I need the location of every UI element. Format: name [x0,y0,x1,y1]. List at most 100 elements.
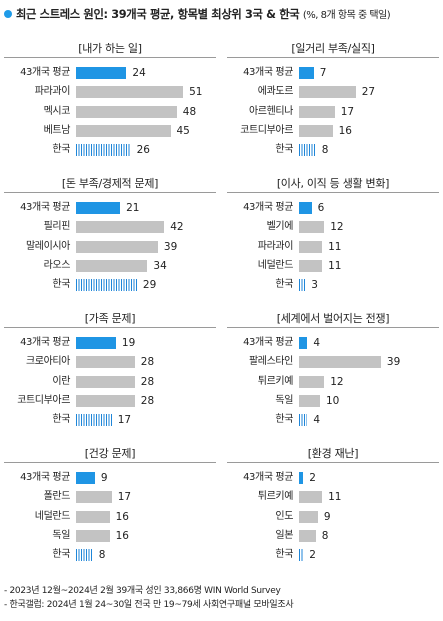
panel-title: [이사, 이직 등 생활 변화] [276,177,390,190]
country-bar [76,356,135,369]
country-bar [76,529,110,542]
panel-divider [227,327,439,328]
bar-chart-panel: [내가 하는 일] 43개국 평균 24 파라과이 51 멕시코 48 베트남 45 한국 26 [4,40,216,160]
category-label: 43개국 평균 [20,67,70,78]
bar-row: 벨기에 12 [227,220,439,234]
average-bar [299,67,314,79]
category-label: 인도 [275,510,293,522]
bar-row: 43개국 평균 24 [4,66,216,80]
value-label: 19 [121,337,136,349]
category-label: 이란 [52,375,70,387]
category-label: 코트디부아르 [240,124,293,136]
panel-title: [세계에서 벌어지는 전쟁] [276,312,390,325]
value-label: 28 [140,356,155,369]
bar-row: 43개국 평균 9 [4,471,216,485]
bar-row: 한국 8 [4,548,216,562]
category-label: 43개국 평균 [243,202,293,213]
panel-divider [4,327,216,328]
korea-bar [299,549,304,562]
category-label: 독일 [275,394,293,406]
value-label: 8 [321,529,329,542]
bar-row: 43개국 평균 6 [227,201,439,215]
value-label: 2 [309,472,316,484]
value-label: 17 [117,491,132,504]
bar-row: 필리핀 42 [4,220,216,234]
value-label: 10 [326,394,340,407]
category-label: 튀르키예 [257,375,294,387]
country-bar [76,259,148,272]
value-label: 16 [338,124,352,137]
bar-chart-panel: [돈 부족/경제적 문제] 43개국 평균 21 필리핀 42 말레이시아 39 라오스 34 한… [4,175,216,295]
value-label: 48 [182,105,197,118]
value-label: 42 [170,221,184,234]
value-label: 45 [176,124,190,137]
bar-row: 독일 10 [227,394,439,408]
bar-row: 한국 3 [227,278,439,292]
country-bar [299,240,323,253]
country-bar [76,105,177,118]
average-bar [76,472,95,484]
category-label: 팔레스타인 [248,356,293,368]
bar-row: 네덜란드 16 [4,510,216,524]
value-label: 9 [100,472,108,484]
chart-title-note: (%, 8개 항목 중 택일) [302,10,391,21]
korea-bar [299,279,306,292]
category-label: 멕시코 [43,105,71,117]
value-label: 8 [98,549,106,562]
category-label: 튀르키예 [257,491,294,503]
value-label: 26 [136,144,150,157]
bar-row: 베트남 45 [4,124,216,138]
bar-chart-panel: [이사, 이직 등 생활 변화] 43개국 평균 6 벨기에 12 파라과이 11 네덜란드 1… [227,175,439,295]
value-label: 6 [317,202,325,214]
korea-bar [76,279,137,292]
category-label: 한국 [52,144,70,156]
country-bar [76,86,184,99]
bar-row: 43개국 평균 2 [227,471,439,485]
bar-row: 일본 8 [227,529,439,543]
bar-row: 한국 26 [4,143,216,157]
value-label: 16 [115,529,129,542]
bar-chart-panel: [가족 문제] 43개국 평균 19 크로아티아 28 이란 28 코트디부아르 28 한국 17 [4,310,216,430]
category-label: 43개국 평균 [20,202,70,213]
category-label: 한국 [52,279,70,291]
panel-divider [227,462,439,463]
value-label: 21 [126,202,140,214]
value-label: 17 [117,414,132,427]
chart-header: 최근 스트레스 원인: 39개국 평균, 항목별 최상위 3국 & 한국 (%,… [4,6,440,22]
category-label: 에콰도르 [257,86,294,98]
country-bar [299,510,318,523]
chart-title: 최근 스트레스 원인: 39개국 평균, 항목별 최상위 3국 & 한국 (%,… [16,6,391,22]
panel-divider [4,192,216,193]
bar-row: 43개국 평균 7 [227,66,439,80]
panel-title: [가족 문제] [84,312,136,325]
category-label: 말레이시아 [25,240,70,252]
panel-title: [내가 하는 일] [78,42,142,55]
average-bar [76,337,116,349]
category-label: 한국 [275,279,293,291]
value-label: 28 [140,394,155,407]
average-bar [76,202,121,214]
category-label: 파라과이 [34,86,71,98]
category-label: 한국 [52,549,70,561]
value-label: 51 [189,86,203,99]
category-label: 벨기에 [266,221,294,233]
bar-row: 크로아티아 28 [4,355,216,369]
value-label: 16 [115,510,129,523]
country-bar [76,491,112,504]
korea-bar [76,549,93,562]
bar-row: 튀르키예 11 [227,490,439,504]
bar-row: 파라과이 11 [227,240,439,254]
panel-title: [돈 부족/경제적 문제] [61,177,159,190]
category-label: 필리핀 [43,221,71,233]
category-label: 한국 [275,414,293,426]
panel-title: [일거리 부족/실직] [291,42,375,55]
bar-chart-panel: [환경 재난] 43개국 평균 2 튀르키예 11 인도 9 일본 8 한국 2 [227,445,439,565]
country-bar [299,259,323,272]
korea-bar [76,144,131,157]
country-bar [299,491,323,504]
bar-row: 한국 4 [227,413,439,427]
bar-row: 인도 9 [227,510,439,524]
bar-row: 43개국 평균 19 [4,336,216,350]
panel-title: [환경 재난] [307,447,359,460]
country-bar [299,356,381,369]
